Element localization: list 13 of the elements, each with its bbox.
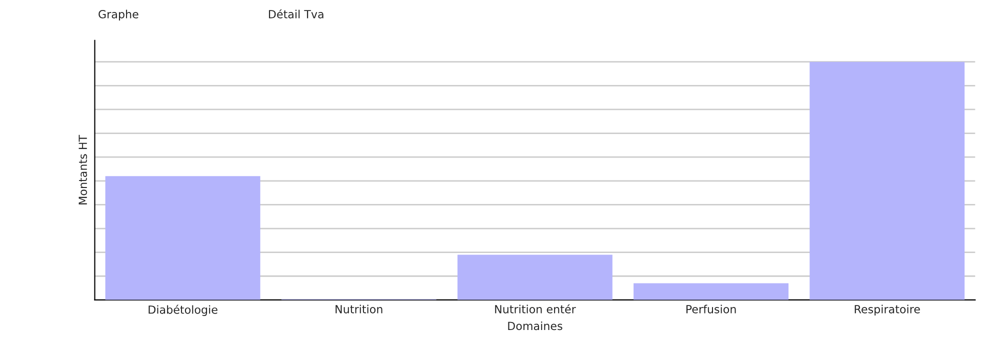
- text: Graphe: [98, 10, 138, 21]
- x-tick-label: Respiratoire: [854, 304, 920, 316]
- bar: [457, 254, 612, 300]
- text: Détail Tva: [268, 9, 324, 18]
- x-axis-title: Domaines: [508, 322, 562, 330]
- x-tick-label: Diabétologie: [148, 304, 218, 316]
- bar: [810, 62, 965, 300]
- bar: [105, 176, 260, 300]
- bar: [634, 283, 789, 300]
- x-tick-label: Nutrition: [336, 304, 382, 314]
- y-axis-title: Montants HT: [78, 134, 88, 204]
- x-tick-label: Nutrition entér: [495, 304, 576, 314]
- x-tick-label: Perfusion: [686, 304, 736, 314]
